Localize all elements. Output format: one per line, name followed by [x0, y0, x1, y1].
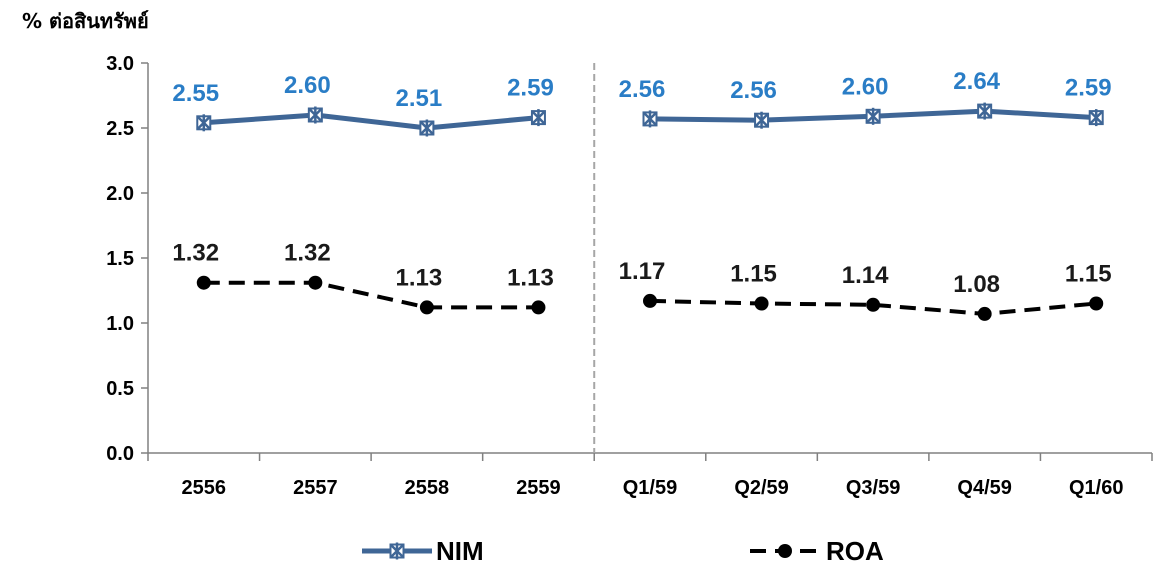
x-tick-label: Q2/59 [734, 477, 788, 499]
nim-data-label: 2.60 [284, 72, 331, 99]
x-ticks: 2556 2557 2558 2559 Q1/59 Q2/59 Q3/59 Q4/59 Q1/6… [147, 453, 1153, 499]
roa-data-label: 1.08 [953, 271, 1000, 298]
nim-point [419, 119, 435, 137]
roa-data-label: 1.17 [619, 258, 666, 285]
nim-data-label: 2.51 [396, 85, 443, 112]
nim-point [977, 102, 993, 120]
y-axis-label: % ต่อสินทรัพย์ [22, 9, 149, 33]
roa-point [754, 296, 769, 311]
nim-data-label: 2.60 [842, 73, 889, 100]
nim-data-label: 2.56 [730, 77, 777, 104]
series-markers [196, 102, 1104, 321]
y-tick-label: 3.0 [106, 53, 134, 75]
x-tick-label: Q1/60 [1069, 477, 1123, 499]
y-tick-label: 1.5 [106, 248, 134, 270]
roa-point [643, 293, 657, 308]
nim-point [865, 107, 881, 125]
nim-data-label: 2.59 [507, 75, 554, 102]
legend-roa-label: ROA [826, 536, 884, 562]
nim-point [307, 106, 323, 124]
legend-item-nim: NIM [362, 536, 484, 562]
nim-data-label: 2.56 [619, 76, 666, 103]
legend-nim-label: NIM [436, 536, 484, 562]
roa-data-label: 1.14 [842, 262, 889, 289]
legend-item-roa: ROA [750, 536, 884, 562]
roa-point [1089, 296, 1104, 311]
nim-data-label: 2.64 [953, 68, 1000, 95]
nim-point [196, 114, 212, 132]
y-ticks: 0.0 0.5 1.0 1.5 2.0 2.5 3.0 [106, 53, 148, 465]
legend: NIM ROA [362, 536, 884, 562]
x-tick-label: Q1/59 [623, 477, 677, 499]
roa-data-label: 1.32 [284, 240, 331, 267]
nim-point [389, 542, 405, 560]
y-tick-label: 2.5 [106, 118, 134, 140]
nim-point [642, 110, 658, 128]
roa-point [866, 297, 881, 312]
roa-point [308, 275, 323, 290]
roa-point [419, 300, 434, 315]
legend-roa-marker [778, 544, 792, 558]
nim-data-label: 2.59 [1065, 75, 1112, 102]
x-tick-label: 2556 [182, 477, 227, 499]
roa-data-label: 1.15 [1065, 261, 1112, 288]
roa-point [977, 306, 992, 321]
x-tick-label: Q3/59 [846, 477, 900, 499]
roa-line [203, 280, 539, 310]
x-tick-label: 2559 [516, 477, 561, 499]
y-tick-label: 0.5 [106, 378, 134, 400]
y-tick-label: 0.0 [106, 443, 134, 465]
nim-point [530, 109, 546, 127]
roa-point [196, 275, 211, 290]
nim-data-label: 2.55 [172, 80, 219, 107]
nim-point [754, 111, 770, 129]
data-labels: 2.55 2.60 2.51 2.59 2.56 2.56 2.60 2.64 2.59 1.32… [172, 68, 1111, 298]
nim-line [203, 112, 539, 131]
nim-point [1088, 109, 1104, 127]
roa-data-label: 1.13 [396, 264, 443, 291]
roa-data-label: 1.15 [730, 261, 777, 288]
y-tick-label: 2.0 [106, 183, 134, 205]
y-tick-label: 1.0 [106, 313, 134, 335]
x-tick-label: 2558 [405, 477, 450, 499]
x-tick-label: 2557 [293, 477, 338, 499]
roa-point [531, 300, 546, 315]
roa-data-label: 1.32 [172, 240, 219, 267]
roa-data-label: 1.13 [507, 264, 554, 291]
x-tick-label: Q4/59 [957, 477, 1011, 499]
